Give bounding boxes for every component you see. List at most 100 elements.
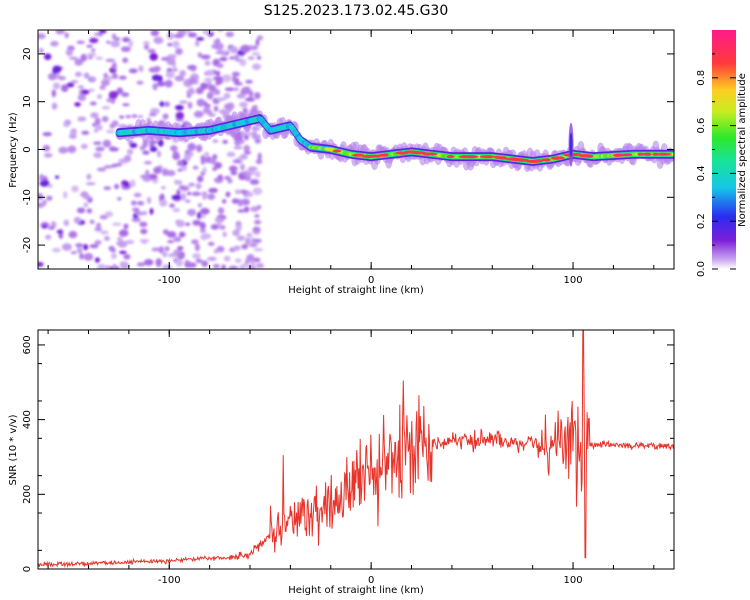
noise-blob bbox=[106, 98, 114, 103]
noise-blob bbox=[195, 258, 203, 263]
noise-blob bbox=[232, 229, 240, 237]
noise-blob bbox=[149, 108, 160, 115]
noise-blob bbox=[136, 80, 144, 85]
noise-blob bbox=[167, 42, 173, 47]
noise-blob bbox=[245, 131, 253, 136]
noise-blob bbox=[71, 185, 79, 193]
noise-blob bbox=[236, 235, 246, 242]
noise-blob bbox=[166, 57, 176, 66]
y-tick-label: 10 bbox=[22, 95, 33, 108]
noise-blob bbox=[254, 138, 262, 144]
noise-blob bbox=[103, 165, 114, 169]
noise-blob bbox=[94, 226, 102, 232]
noise-blob bbox=[158, 246, 164, 254]
noise-blob bbox=[184, 30, 192, 33]
noise-blob bbox=[150, 30, 160, 37]
colorbar: 0.0 0.2 0.4 0.6 0.8 Normalized spectral ampl… bbox=[696, 30, 748, 277]
noise-blob bbox=[61, 243, 72, 251]
noise-blob bbox=[123, 223, 129, 230]
noise-blob bbox=[81, 130, 90, 135]
noise-blob bbox=[175, 111, 185, 120]
noise-blob bbox=[246, 253, 255, 262]
noise-blob bbox=[179, 70, 186, 77]
noise-blob bbox=[39, 174, 45, 182]
noise-blob bbox=[135, 211, 144, 216]
noise-blob bbox=[256, 263, 265, 269]
noise-blob bbox=[103, 72, 108, 79]
noise-blob bbox=[48, 183, 53, 188]
noise-blob bbox=[251, 52, 261, 56]
noise-blob bbox=[191, 191, 201, 197]
noise-blob bbox=[164, 101, 170, 107]
noise-blob bbox=[175, 219, 185, 228]
noise-blob bbox=[80, 143, 88, 150]
noise-blob bbox=[94, 257, 100, 263]
noise-blob bbox=[244, 170, 251, 175]
noise-blob bbox=[83, 72, 90, 79]
ridge-peak bbox=[378, 153, 388, 157]
noise-blob bbox=[173, 33, 184, 39]
noise-blob bbox=[112, 62, 117, 70]
noise-blob bbox=[120, 261, 130, 269]
noise-blob bbox=[101, 105, 111, 110]
noise-blob bbox=[204, 60, 211, 66]
noise-blob bbox=[202, 30, 212, 35]
noise-blob bbox=[142, 176, 152, 182]
noise-blob bbox=[166, 231, 177, 238]
noise-blob bbox=[184, 261, 194, 268]
noise-blob bbox=[195, 182, 201, 190]
noise-blob bbox=[108, 91, 119, 98]
noise-blob bbox=[153, 166, 162, 174]
ridge-peak bbox=[352, 153, 365, 157]
noise-blob bbox=[104, 211, 114, 218]
noise-blob bbox=[240, 130, 246, 137]
noise-blob bbox=[246, 266, 257, 269]
noise-blob bbox=[204, 152, 210, 157]
noise-blob bbox=[241, 198, 251, 206]
noise-blob bbox=[247, 56, 255, 61]
noise-blob bbox=[219, 109, 228, 115]
noise-blob bbox=[99, 85, 106, 90]
noise-blob bbox=[123, 155, 132, 163]
noise-blob bbox=[174, 179, 179, 185]
noise-blob bbox=[117, 197, 122, 201]
ridge-peak bbox=[463, 155, 479, 159]
snr-panel: -100 0 100 0 200 400 600 Height of straight li… bbox=[8, 329, 675, 596]
noise-blob bbox=[80, 53, 88, 62]
noise-blob bbox=[164, 79, 173, 88]
ridge-peak bbox=[581, 154, 588, 158]
noise-blob bbox=[254, 170, 261, 178]
noise-blob bbox=[100, 230, 109, 235]
noise-blob bbox=[222, 231, 227, 238]
noise-blob bbox=[87, 55, 93, 60]
colorbar-tick-label: 0.6 bbox=[696, 118, 707, 134]
noise-blob bbox=[202, 194, 207, 200]
noise-blob bbox=[148, 113, 157, 117]
noise-blob bbox=[58, 232, 64, 239]
snr-frame bbox=[37, 329, 675, 570]
ridge-peak bbox=[404, 150, 418, 154]
ridge-peak bbox=[332, 149, 342, 153]
noise-blob bbox=[178, 179, 183, 186]
noise-blob bbox=[112, 222, 122, 227]
noise-blob bbox=[38, 261, 44, 267]
noise-blob bbox=[146, 196, 152, 204]
noise-blob bbox=[214, 42, 224, 51]
noise-blob bbox=[42, 199, 47, 206]
noise-blob bbox=[245, 237, 250, 246]
noise-blob bbox=[89, 76, 96, 82]
noise-blob bbox=[48, 226, 55, 230]
noise-blob bbox=[86, 44, 93, 48]
noise-blob bbox=[89, 37, 99, 44]
noise-blob bbox=[245, 97, 255, 102]
noise-blob bbox=[116, 87, 124, 95]
noise-blob bbox=[161, 186, 166, 190]
noise-blob bbox=[207, 241, 215, 246]
ridge-peak bbox=[446, 155, 455, 159]
noise-blob bbox=[83, 244, 89, 251]
noise-blob bbox=[108, 245, 115, 252]
noise-blob bbox=[240, 163, 245, 171]
noise-blob bbox=[214, 162, 223, 169]
noise-blob bbox=[178, 185, 187, 190]
